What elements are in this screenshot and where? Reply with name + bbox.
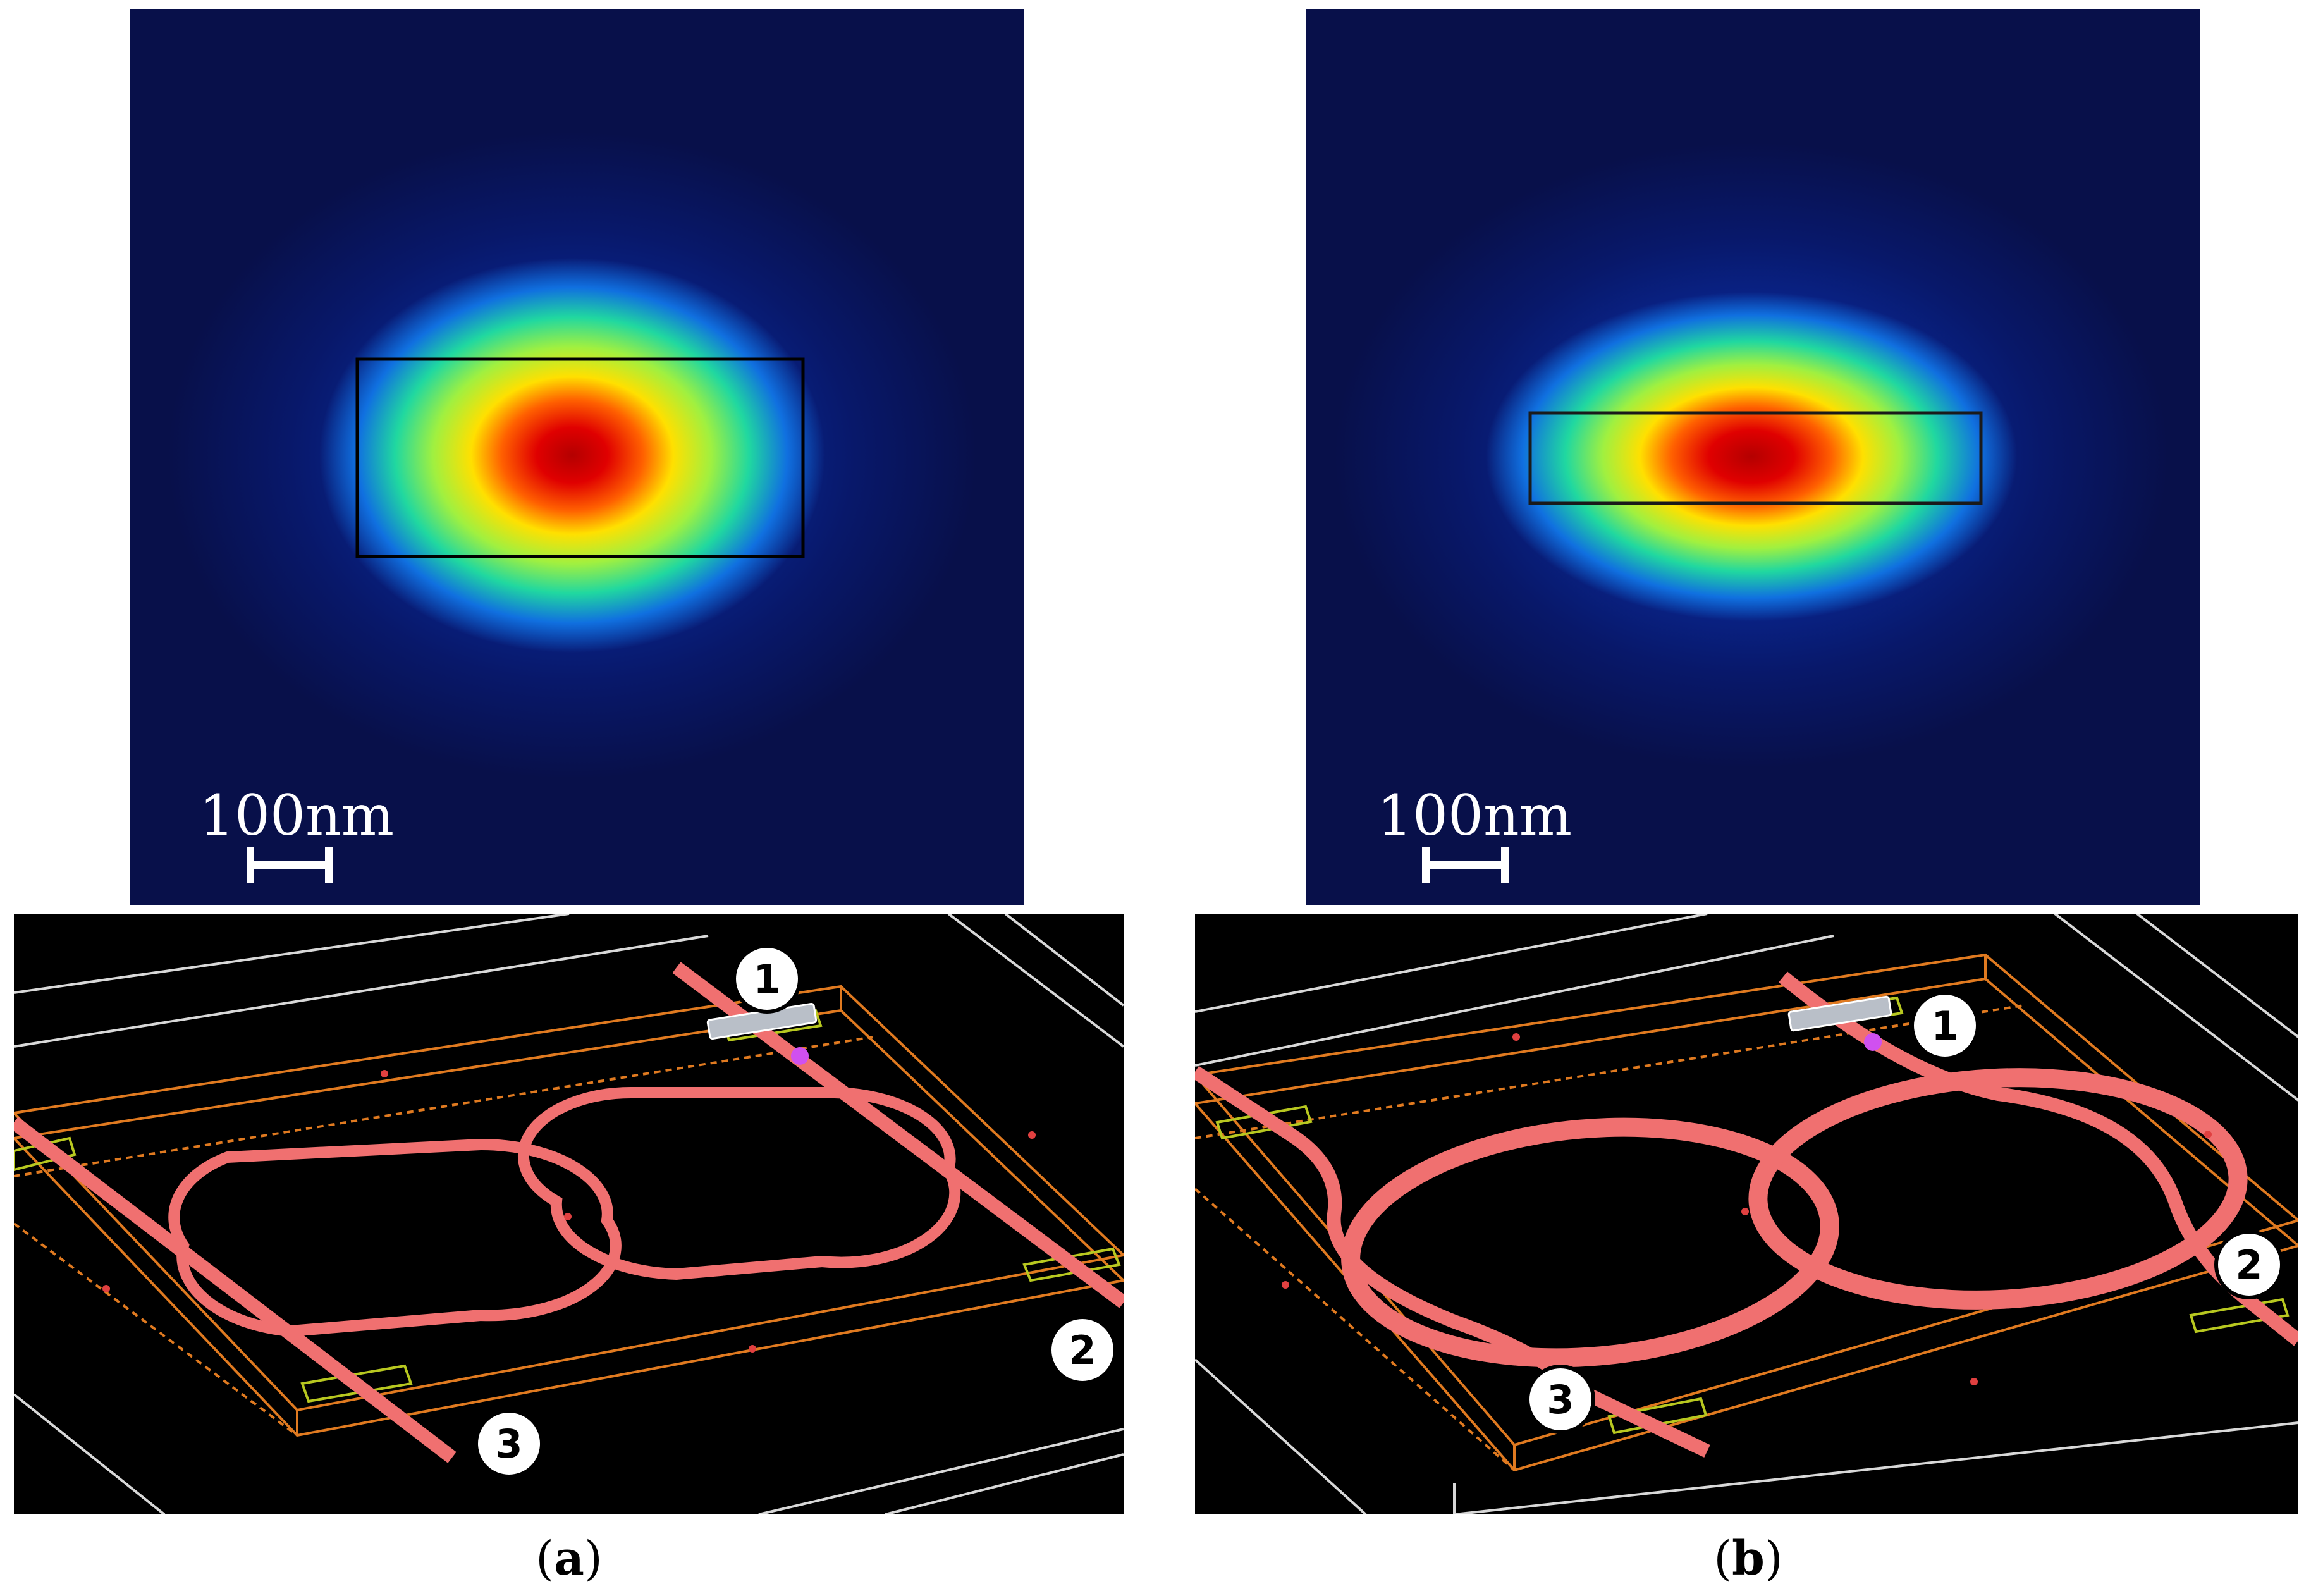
mode-profile-a: 100nm	[130, 9, 1024, 905]
svg-text:3: 3	[495, 1421, 522, 1467]
port-3: 3	[474, 1409, 544, 1478]
waveguide-core-outline	[1528, 411, 1983, 505]
alignment-marks	[1282, 1033, 2212, 1385]
port-3: 3	[1526, 1365, 1595, 1434]
grating-coupler	[1787, 995, 1892, 1032]
mode-field	[1486, 291, 2017, 622]
scale-bar	[1422, 847, 1509, 883]
alignment-marks	[102, 1070, 1036, 1353]
coupler-marker	[791, 1047, 809, 1065]
port-1: 1	[732, 944, 802, 1014]
chip-frame	[14, 985, 1124, 1437]
substrate-grid	[1195, 914, 2298, 1514]
port-2: 2	[2214, 1230, 2284, 1299]
port-1: 1	[1910, 991, 1980, 1060]
device-layout-a: 1 2 3	[14, 914, 1124, 1514]
svg-text:1: 1	[753, 956, 780, 1002]
coupler-marker	[1864, 1033, 1882, 1051]
ring-resonators	[168, 1086, 961, 1337]
scale-bar-label: 100nm	[1377, 783, 1572, 848]
substrate-grid	[14, 914, 1124, 1514]
waveguide-core-outline	[355, 357, 805, 558]
svg-text:3: 3	[1547, 1377, 1574, 1423]
scale-bar	[247, 847, 333, 883]
device-layout-b: 1 2 3	[1195, 914, 2298, 1514]
ring-resonators	[1341, 1068, 2248, 1368]
caption-a: (a)	[536, 1532, 603, 1586]
ring-1	[168, 1138, 622, 1337]
port-2: 2	[1048, 1315, 1117, 1385]
mode-profile-b: 100nm	[1306, 9, 2200, 905]
ring-1	[1341, 1117, 1839, 1368]
mode-field	[319, 258, 825, 653]
svg-text:2: 2	[1069, 1327, 1096, 1373]
svg-text:2: 2	[2235, 1242, 2262, 1288]
ring-2	[517, 1086, 961, 1280]
caption-b: (b)	[1713, 1532, 1783, 1586]
scale-bar-label: 100nm	[199, 783, 394, 848]
svg-text:1: 1	[1931, 1003, 1958, 1049]
ring-2	[1748, 1068, 2248, 1310]
